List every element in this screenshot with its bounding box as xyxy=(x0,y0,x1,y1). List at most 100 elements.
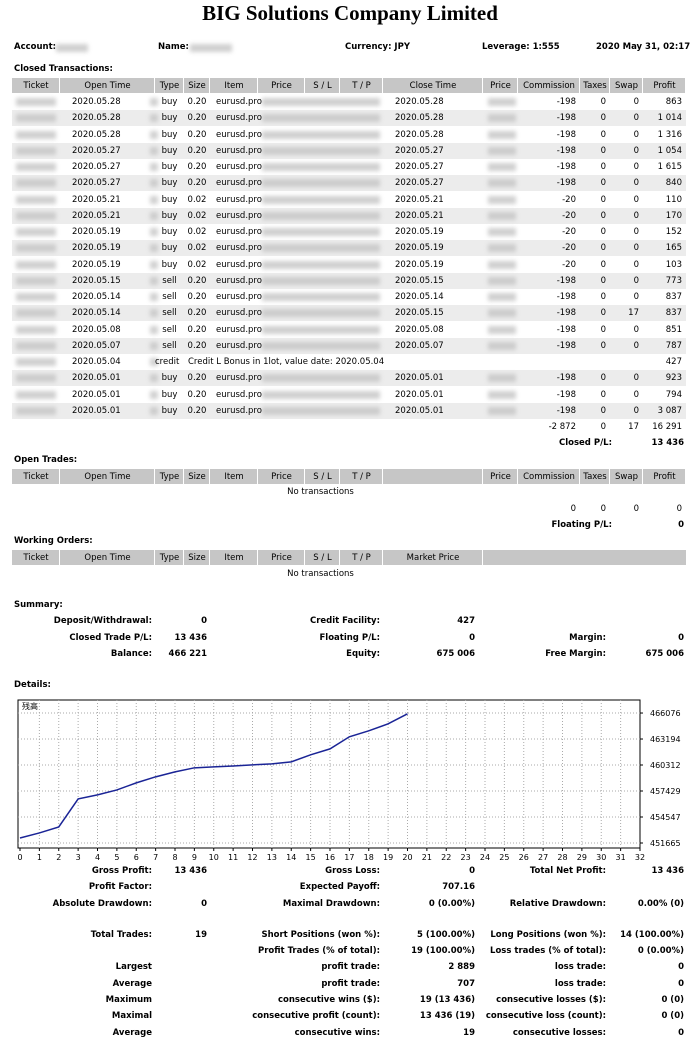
cell: -198 xyxy=(556,373,576,384)
redacted xyxy=(488,244,516,253)
column-header: S / L xyxy=(313,80,332,91)
cell: 0 xyxy=(600,227,606,238)
redacted xyxy=(262,163,380,172)
cell: 0 xyxy=(600,389,606,400)
summary-value: 675 006 xyxy=(436,649,475,659)
summary-label: Relative Drawdown: xyxy=(509,899,606,909)
redacted xyxy=(262,309,380,318)
redacted xyxy=(16,309,56,318)
redacted xyxy=(16,374,56,383)
redacted xyxy=(16,179,56,188)
redacted xyxy=(16,130,56,139)
header-separator xyxy=(209,469,210,484)
summary-value: 0 xyxy=(678,633,684,643)
redacted xyxy=(488,98,516,106)
header-separator xyxy=(517,78,518,93)
summary-value: 675 006 xyxy=(645,649,684,659)
summary-value: 13 436 (19) xyxy=(419,1011,475,1021)
redacted xyxy=(262,146,380,155)
column-header: S / L xyxy=(313,471,332,482)
summary-value: 19 (13 436) xyxy=(419,995,475,1005)
column-header: Item xyxy=(224,80,244,91)
redacted xyxy=(150,325,158,334)
column-header: Taxes xyxy=(583,471,607,482)
total: 16 291 xyxy=(652,422,682,432)
column-header: Swap xyxy=(615,471,638,482)
section-title: Closed Transactions: xyxy=(14,64,113,74)
summary-value: 707.16 xyxy=(442,882,475,892)
account-label: Account: xyxy=(14,42,57,52)
x-tick-label: 17 xyxy=(344,853,354,862)
column-header: T / P xyxy=(352,552,371,563)
column-header: Item xyxy=(224,471,244,482)
cell: 0 xyxy=(600,259,606,270)
cell: 2020.05.15 xyxy=(72,275,121,286)
redacted xyxy=(262,228,380,237)
x-tick-label: 1 xyxy=(37,853,42,862)
redacted xyxy=(150,114,158,123)
header-separator xyxy=(382,550,383,565)
redacted xyxy=(150,130,158,139)
redacted xyxy=(16,195,56,204)
total: 17 xyxy=(628,422,639,432)
section-title: Open Trades: xyxy=(14,455,78,465)
cell: 0.02 xyxy=(187,194,207,205)
column-header: Open Time xyxy=(84,552,131,563)
column-header: Close Time xyxy=(409,80,457,91)
header-separator xyxy=(154,550,155,565)
column-header: Type xyxy=(159,552,180,563)
summary-label: profit trade: xyxy=(321,979,380,989)
cell: 0 xyxy=(633,227,639,238)
x-tick-label: 11 xyxy=(228,853,238,862)
header-separator xyxy=(304,78,305,93)
cell: -198 xyxy=(556,162,576,173)
summary-value: 0 (0) xyxy=(661,1011,684,1021)
y-tick-label: 451665 xyxy=(650,839,681,848)
cell: 2020.05.19 xyxy=(395,243,444,254)
cell: 152 xyxy=(665,227,682,238)
cell: 0.20 xyxy=(187,145,207,156)
summary-label: Profit Factor: xyxy=(88,882,152,892)
x-tick-label: 18 xyxy=(364,853,374,862)
x-tick-label: 16 xyxy=(325,853,335,862)
redacted xyxy=(488,260,516,269)
summary-label: Average xyxy=(112,1028,152,1038)
redacted xyxy=(262,325,380,334)
redacted xyxy=(150,309,158,318)
header-separator xyxy=(339,469,340,484)
x-tick-label: 24 xyxy=(480,853,490,862)
redacted xyxy=(16,390,56,399)
cell: 2020.05.01 xyxy=(395,405,444,416)
cell: 2020.05.27 xyxy=(72,162,121,173)
redacted xyxy=(150,276,158,285)
cell: 2020.05.14 xyxy=(72,308,121,319)
redacted xyxy=(488,325,516,334)
cell: buy xyxy=(161,129,178,140)
summary-label: Floating P/L: xyxy=(319,633,380,643)
summary-label: profit trade: xyxy=(321,962,380,972)
cell: 2020.05.21 xyxy=(72,210,121,221)
header-separator xyxy=(339,550,340,565)
x-tick-label: 19 xyxy=(383,853,393,862)
summary-label: Short Positions (won %): xyxy=(261,930,380,940)
cell: 0 xyxy=(633,145,639,156)
cell: 0 xyxy=(600,178,606,189)
column-header: Commission xyxy=(523,80,575,91)
x-tick-label: 31 xyxy=(616,853,626,862)
cell: -198 xyxy=(556,145,576,156)
cell: 0.20 xyxy=(187,97,207,107)
summary-value: 19 (100.00%) xyxy=(411,946,475,956)
cell: -198 xyxy=(556,275,576,286)
header-separator xyxy=(382,469,383,484)
empty-note: No transactions xyxy=(287,569,354,579)
total: 0 xyxy=(600,504,606,514)
cell: 0.20 xyxy=(187,129,207,140)
cell: -198 xyxy=(556,308,576,319)
cell: -198 xyxy=(556,389,576,400)
column-header: Price xyxy=(490,80,511,91)
currency: Currency: JPY xyxy=(345,42,410,52)
column-header: Open Time xyxy=(84,80,131,91)
summary-value: 0 xyxy=(678,962,684,972)
redacted xyxy=(262,195,380,204)
